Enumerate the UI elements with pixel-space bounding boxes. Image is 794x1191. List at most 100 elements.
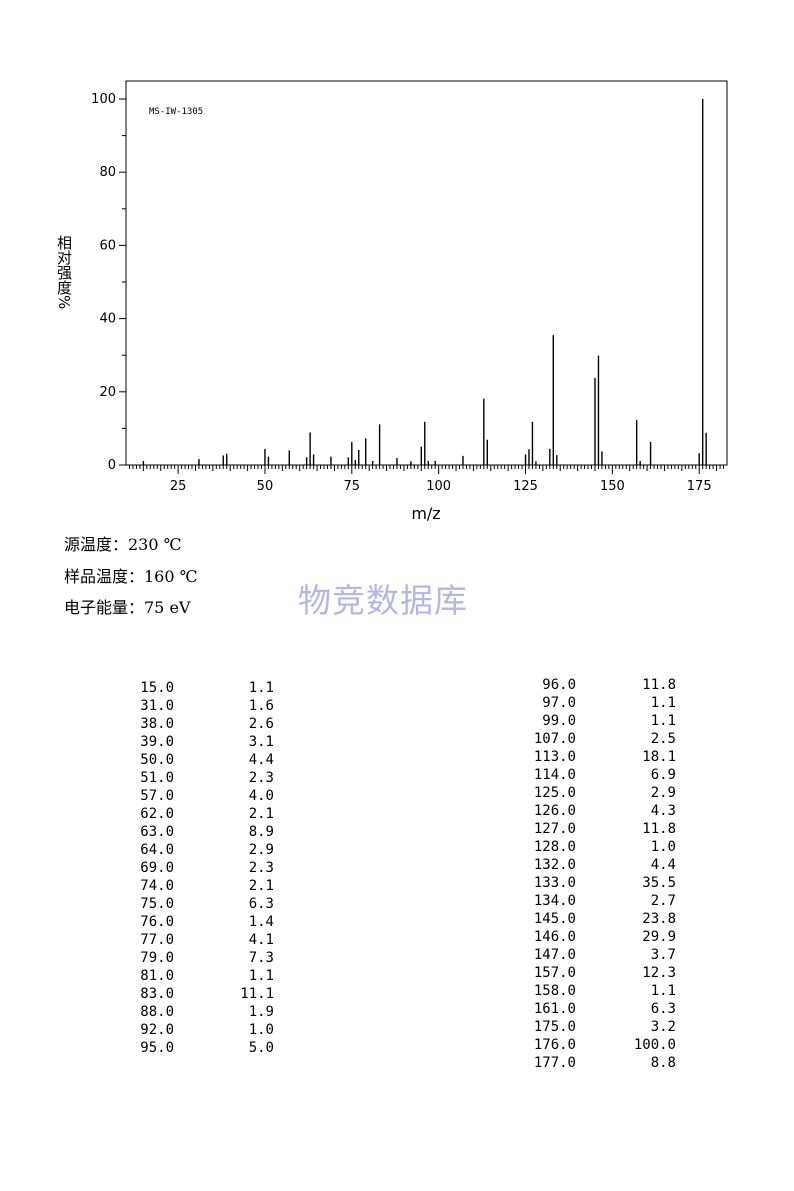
peak-intensity: 35.5 <box>642 875 676 891</box>
peak-mz: 128.0 <box>533 839 576 855</box>
peak-mz: 51.0 <box>140 770 174 786</box>
peak-mz: 38.0 <box>140 716 174 732</box>
peak-intensity: 6.9 <box>650 767 676 783</box>
y-tick-label: 100 <box>91 92 116 107</box>
peak-mz: 158.0 <box>533 983 576 999</box>
peak-mz: 76.0 <box>140 914 174 930</box>
peak-mz: 114.0 <box>533 767 576 783</box>
peak-table-row: 107.0 2.5 <box>518 730 676 748</box>
peak-intensity: 1.6 <box>248 698 274 714</box>
x-tick-label: 75 <box>344 479 361 494</box>
peak-mz: 157.0 <box>533 965 576 981</box>
peak-mz: 69.0 <box>140 860 174 876</box>
peak-mz: 81.0 <box>140 968 174 984</box>
peak-table-row: 158.0 1.1 <box>518 982 676 1000</box>
peak-table-row: 62.0 2.1 <box>116 805 274 823</box>
peak-table-row: 126.0 4.3 <box>518 802 676 820</box>
peak-intensity: 6.3 <box>650 1001 676 1017</box>
peak-intensity: 23.8 <box>642 911 676 927</box>
peak-intensity: 2.7 <box>650 893 676 909</box>
peak-intensity: 11.1 <box>240 986 274 1002</box>
peak-mz: 113.0 <box>533 749 576 765</box>
spectrum-id-annotation: MS-IW-1305 <box>149 107 203 117</box>
peak-intensity: 4.1 <box>248 932 274 948</box>
x-tick-label: 100 <box>426 479 451 494</box>
peak-mz: 125.0 <box>533 785 576 801</box>
peak-intensity: 29.9 <box>642 929 676 945</box>
watermark: 物竞数据库 <box>298 581 468 620</box>
peak-intensity: 1.4 <box>248 914 274 930</box>
peak-table-row: 83.0 11.1 <box>116 985 274 1003</box>
peak-mz: 39.0 <box>140 734 174 750</box>
peak-table-row: 79.0 7.3 <box>116 949 274 967</box>
sample-temperature: 样品温度：160 ℃ <box>64 567 198 586</box>
peak-mz: 96.0 <box>542 677 576 693</box>
peak-mz: 75.0 <box>140 896 174 912</box>
y-axis-label: 相对强度% <box>55 235 73 309</box>
x-axis: 25 50 75 100 125 150 175 <box>128 465 725 494</box>
mass-spectrum-chart: 0 20 40 60 80 100 25 50 75 100 125 150 175 MS-IW-13… <box>55 80 728 523</box>
peak-mz: 77.0 <box>140 932 174 948</box>
peak-mz: 57.0 <box>140 788 174 804</box>
peak-table-row: 161.0 6.3 <box>518 1000 676 1018</box>
x-tick-label: 125 <box>513 479 538 494</box>
peak-table-row: 114.0 6.9 <box>518 766 676 784</box>
peak-bars <box>142 99 707 465</box>
peak-table-row: 51.0 2.3 <box>116 769 274 787</box>
peak-intensity: 6.3 <box>248 896 274 912</box>
y-tick-label: 80 <box>99 165 116 180</box>
x-tick-label: 25 <box>170 479 187 494</box>
peak-intensity: 5.0 <box>248 1040 274 1056</box>
peak-mz: 126.0 <box>533 803 576 819</box>
peak-intensity: 2.1 <box>248 878 274 894</box>
source-temperature: 源温度：230 ℃ <box>64 535 182 554</box>
peak-mz: 133.0 <box>533 875 576 891</box>
peak-mz: 95.0 <box>140 1040 174 1056</box>
peak-intensity: 1.9 <box>248 1004 274 1020</box>
peak-intensity: 2.9 <box>248 842 274 858</box>
peak-intensity: 3.2 <box>650 1019 676 1035</box>
peak-mz: 127.0 <box>533 821 576 837</box>
peak-mz: 145.0 <box>533 911 576 927</box>
peak-mz: 134.0 <box>533 893 576 909</box>
peak-table-row: 15.0 1.1 <box>116 679 274 697</box>
peak-table-row: 63.0 8.9 <box>116 823 274 841</box>
peak-mz: 107.0 <box>533 731 576 747</box>
peak-table-row: 128.0 1.0 <box>518 838 676 856</box>
peak-intensity: 3.1 <box>248 734 274 750</box>
peak-mz: 50.0 <box>140 752 174 768</box>
peak-intensity: 1.1 <box>248 968 274 984</box>
peak-table-row: 50.0 4.4 <box>116 751 274 769</box>
peak-intensity: 1.0 <box>650 839 676 855</box>
peak-intensity: 2.5 <box>650 731 676 747</box>
peak-mz: 92.0 <box>140 1022 174 1038</box>
peak-table-row: 127.0 11.8 <box>518 820 676 838</box>
peak-mz: 176.0 <box>533 1037 576 1053</box>
peak-intensity: 12.3 <box>642 965 676 981</box>
peak-table-row: 177.0 8.8 <box>518 1054 676 1072</box>
peak-table-row: 97.0 1.1 <box>518 694 676 712</box>
peak-intensity: 2.3 <box>248 860 274 876</box>
peak-table-row: 77.0 4.1 <box>116 931 274 949</box>
peak-intensity: 11.8 <box>642 677 676 693</box>
peak-mz: 132.0 <box>533 857 576 873</box>
peak-mz: 83.0 <box>140 986 174 1002</box>
peak-table-row: 175.0 3.2 <box>518 1018 676 1036</box>
peak-mz: 146.0 <box>533 929 576 945</box>
peak-mz: 88.0 <box>140 1004 174 1020</box>
peak-table-row: 176.0 100.0 <box>518 1036 676 1054</box>
peak-table-row: 31.0 1.6 <box>116 697 274 715</box>
peak-table-row: 95.0 5.0 <box>116 1039 274 1057</box>
peak-mz: 63.0 <box>140 824 174 840</box>
peak-mz: 147.0 <box>533 947 576 963</box>
peak-intensity: 2.3 <box>248 770 274 786</box>
y-tick-label: 20 <box>99 385 116 400</box>
peak-mz: 62.0 <box>140 806 174 822</box>
y-axis: 0 20 40 60 80 100 <box>91 92 126 473</box>
peak-intensity: 2.9 <box>650 785 676 801</box>
peak-table-right: 96.0 11.8 97.0 1.1 99.0 1.1 107.0 2.5 113.0 18.1 1… <box>518 676 676 1072</box>
y-tick-label: 40 <box>99 312 116 327</box>
peak-intensity: 1.0 <box>248 1022 274 1038</box>
peak-mz: 161.0 <box>533 1001 576 1017</box>
peak-table-row: 157.0 12.3 <box>518 964 676 982</box>
